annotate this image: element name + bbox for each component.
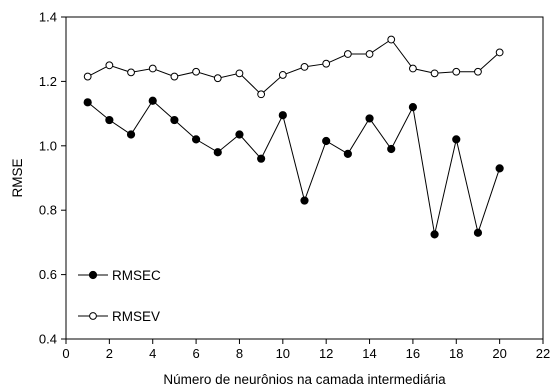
data-point-rmsec — [300, 196, 309, 205]
legend-marker — [88, 270, 98, 280]
data-point-rmsec — [495, 164, 504, 173]
data-point-rmsev — [257, 90, 266, 99]
data-point-rmsev — [322, 59, 331, 68]
legend-item-rmsev: RMSEV — [78, 309, 160, 324]
x-tick-label: 6 — [192, 346, 199, 361]
series-layer — [83, 35, 504, 239]
data-point-rmsec — [148, 96, 157, 105]
x-tick-label: 8 — [236, 346, 243, 361]
data-point-rmsev — [148, 64, 157, 73]
legend-label: RMSEV — [112, 309, 160, 324]
data-point-rmsec — [170, 115, 179, 125]
data-point-rmsec — [387, 144, 396, 154]
data-point-rmsec — [473, 228, 483, 237]
data-point-rmsec — [343, 149, 352, 158]
x-tick-label: 22 — [536, 346, 550, 361]
data-point-rmsec — [452, 135, 461, 144]
x-tick-label: 18 — [449, 346, 463, 361]
data-point-rmsec — [430, 230, 439, 239]
data-point-rmsec — [126, 130, 136, 139]
y-tick-label: 0.6 — [39, 267, 57, 282]
series-line-rmsec — [87, 99, 501, 235]
x-tick-label: 12 — [319, 346, 333, 361]
data-point-rmsev — [409, 64, 417, 73]
x-tick-label: 16 — [406, 346, 420, 361]
data-point-rmsev — [170, 72, 179, 81]
x-tick-label: 20 — [492, 346, 506, 361]
y-tick-label: 1.0 — [39, 138, 57, 153]
data-point-rmsev — [365, 50, 374, 58]
data-point-rmsev — [343, 50, 352, 58]
x-tick-label: 10 — [276, 346, 290, 361]
legend-marker — [89, 312, 97, 320]
data-point-rmsec — [83, 98, 92, 107]
x-axis-title: Número de neurônios na camada intermediá… — [163, 372, 446, 387]
legend-item-rmsec: RMSEC — [78, 268, 161, 283]
y-tick-label: 1.2 — [39, 74, 57, 89]
data-point-rmsev — [83, 72, 92, 81]
legend-label: RMSEC — [112, 268, 161, 283]
data-point-rmsev — [387, 35, 396, 44]
data-point-rmsev — [235, 69, 244, 78]
series-rmsev — [83, 35, 504, 99]
x-tick-label: 4 — [149, 346, 156, 361]
data-point-rmsec — [322, 136, 331, 146]
x-axis-ticks: 0 2 4 6 8 10 12 14 16 18 20 22 — [62, 339, 550, 361]
x-tick-label: 0 — [62, 346, 69, 361]
data-point-rmsev — [127, 68, 135, 77]
y-axis-title: RMSE — [10, 158, 25, 197]
data-point-rmsev — [278, 71, 287, 79]
data-point-rmsec — [105, 115, 114, 125]
legend: RMSEC RMSEV — [78, 268, 161, 324]
x-tick-label: 14 — [362, 346, 376, 361]
data-point-rmsec — [365, 114, 374, 123]
data-point-rmsev — [452, 67, 461, 76]
y-tick-label: 0.4 — [39, 332, 57, 347]
series-rmsec — [83, 96, 504, 239]
y-tick-label: 0.8 — [39, 203, 57, 218]
data-point-rmsev — [495, 48, 504, 57]
y-tick-label: 1.4 — [39, 10, 57, 25]
data-point-rmsev — [192, 67, 200, 76]
data-point-rmsev — [213, 74, 222, 83]
data-point-rmsec — [408, 103, 418, 112]
data-point-rmsec — [278, 111, 287, 120]
y-axis-ticks: 0.4 0.6 0.8 1.0 1.2 1.4 — [39, 10, 66, 347]
data-point-rmsev — [474, 67, 482, 76]
data-point-rmsec — [257, 154, 266, 163]
data-point-rmsec — [213, 148, 222, 157]
data-point-rmsev — [430, 69, 439, 78]
data-point-rmsev — [105, 61, 114, 70]
x-tick-label: 2 — [106, 346, 113, 361]
data-point-rmsec — [235, 130, 244, 139]
data-point-rmsec — [191, 135, 201, 144]
data-point-rmsev — [300, 63, 309, 71]
plot-frame — [65, 16, 544, 340]
